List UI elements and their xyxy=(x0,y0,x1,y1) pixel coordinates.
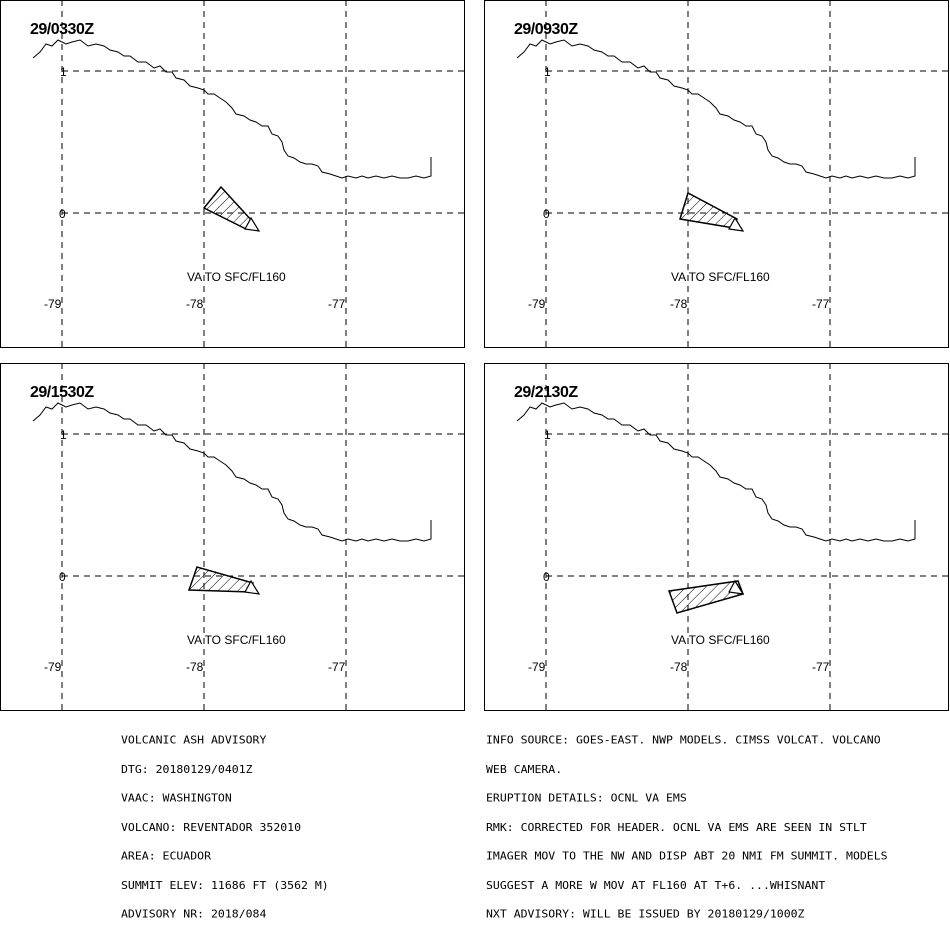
lon-label: -79 xyxy=(528,297,546,311)
advisory-info: VOLCANIC ASH ADVISORY DTG: 20180129/0401… xyxy=(121,716,329,929)
lon-label: -79 xyxy=(44,297,62,311)
advisory-line: ADVISORY NR: 2018/084 xyxy=(121,907,267,921)
lon-label: -77 xyxy=(812,297,830,311)
remarks-line: SUGGEST A MORE W MOV AT FL160 AT T+6. ..… xyxy=(486,878,826,892)
lon-label: -78 xyxy=(670,297,688,311)
lat-label: 0 xyxy=(59,207,66,221)
panel-time: 29/1530Z xyxy=(30,384,94,401)
map-panel-1: 29/0330Z 1 0 -79 -78 -77 VA TO SFC/FL160 xyxy=(0,0,465,348)
lon-label: -78 xyxy=(670,660,688,674)
lat-label: 1 xyxy=(60,428,67,442)
ash-layer-label: VA TO SFC/FL160 xyxy=(187,270,286,284)
forecast-panel-1: 29/0330Z 1 0 -79 -78 -77 VA TO SFC/FL160 xyxy=(0,0,465,348)
remarks-line: ERUPTION DETAILS: OCNL VA EMS xyxy=(486,791,687,805)
graticule xyxy=(61,363,465,711)
lon-label: -77 xyxy=(328,297,346,311)
volcano-triangle-icon xyxy=(728,579,745,595)
lat-label: 1 xyxy=(544,65,551,79)
panel-border xyxy=(484,0,949,348)
ash-cloud-area xyxy=(679,191,738,229)
advisory-line: VOLCANIC ASH ADVISORY xyxy=(121,733,267,747)
coastline xyxy=(516,402,916,542)
remarks-line: IMAGER MOV TO THE NW AND DISP ABT 20 NMI… xyxy=(486,849,888,863)
forecast-panel-3: 29/1530Z 1 0 -79 -78 -77 VA TO SFC/FL160 xyxy=(0,363,465,711)
advisory-line: AREA: ECUADOR xyxy=(121,849,212,863)
lat-label: 1 xyxy=(544,428,551,442)
ash-cloud-area xyxy=(187,566,254,593)
volcano-triangle-icon xyxy=(728,216,745,232)
remarks-line: WEB CAMERA. xyxy=(486,762,563,776)
graticule xyxy=(545,0,949,348)
advisory-line: VAAC: WASHINGTON xyxy=(121,791,232,805)
panel-border xyxy=(0,363,465,711)
ash-layer-label: VA TO SFC/FL160 xyxy=(671,270,770,284)
map-panel-3: 29/1530Z 1 0 -79 -78 -77 VA TO SFC/FL160 xyxy=(0,363,465,711)
forecast-panel-2: 29/0930Z 1 0 -79 -78 -77 VA TO SFC/FL160 xyxy=(484,0,949,348)
coastline xyxy=(32,402,432,542)
volcano-triangle-icon xyxy=(244,216,261,232)
map-panel-4: 29/2130Z 1 0 -79 -78 -77 VA TO SFC/FL160 xyxy=(484,363,949,711)
ash-layer-label: VA TO SFC/FL160 xyxy=(671,633,770,647)
remarks-line: INFO SOURCE: GOES-EAST. NWP MODELS. CIMS… xyxy=(486,733,881,747)
volcano-triangle-icon xyxy=(244,579,261,595)
lon-label: -79 xyxy=(528,660,546,674)
advisory-line: DTG: 20180129/0401Z xyxy=(121,762,253,776)
lon-label: -77 xyxy=(812,660,830,674)
lon-label: -77 xyxy=(328,660,346,674)
panel-time: 29/0930Z xyxy=(514,21,578,38)
remarks-line: NXT ADVISORY: WILL BE ISSUED BY 20180129… xyxy=(486,907,805,921)
remarks-line: RMK: CORRECTED FOR HEADER. OCNL VA EMS A… xyxy=(486,820,867,834)
ash-cloud-area xyxy=(202,185,255,230)
panel-border xyxy=(484,363,949,711)
advisory-line: VOLCANO: REVENTADOR 352010 xyxy=(121,820,302,834)
lat-label: 0 xyxy=(543,207,550,221)
coastline xyxy=(32,39,432,179)
lon-label: -78 xyxy=(186,297,204,311)
advisory-line: SUMMIT ELEV: 11686 FT (3562 M) xyxy=(121,878,329,892)
lat-label: 0 xyxy=(543,570,550,584)
panel-time: 29/0330Z xyxy=(30,21,94,38)
lon-label: -78 xyxy=(186,660,204,674)
map-panel-2: 29/0930Z 1 0 -79 -78 -77 VA TO SFC/FL160 xyxy=(484,0,949,348)
coastline xyxy=(516,39,916,179)
lat-label: 1 xyxy=(60,65,67,79)
lon-label: -79 xyxy=(44,660,62,674)
remarks-info: INFO SOURCE: GOES-EAST. NWP MODELS. CIMS… xyxy=(486,716,888,929)
panel-time: 29/2130Z xyxy=(514,384,578,401)
panel-border xyxy=(0,0,465,348)
ash-layer-label: VA TO SFC/FL160 xyxy=(187,633,286,647)
forecast-panel-4: 29/2130Z 1 0 -79 -78 -77 VA TO SFC/FL160 xyxy=(484,363,949,711)
lat-label: 0 xyxy=(59,570,66,584)
graticule xyxy=(61,0,465,348)
graticule xyxy=(545,363,949,711)
